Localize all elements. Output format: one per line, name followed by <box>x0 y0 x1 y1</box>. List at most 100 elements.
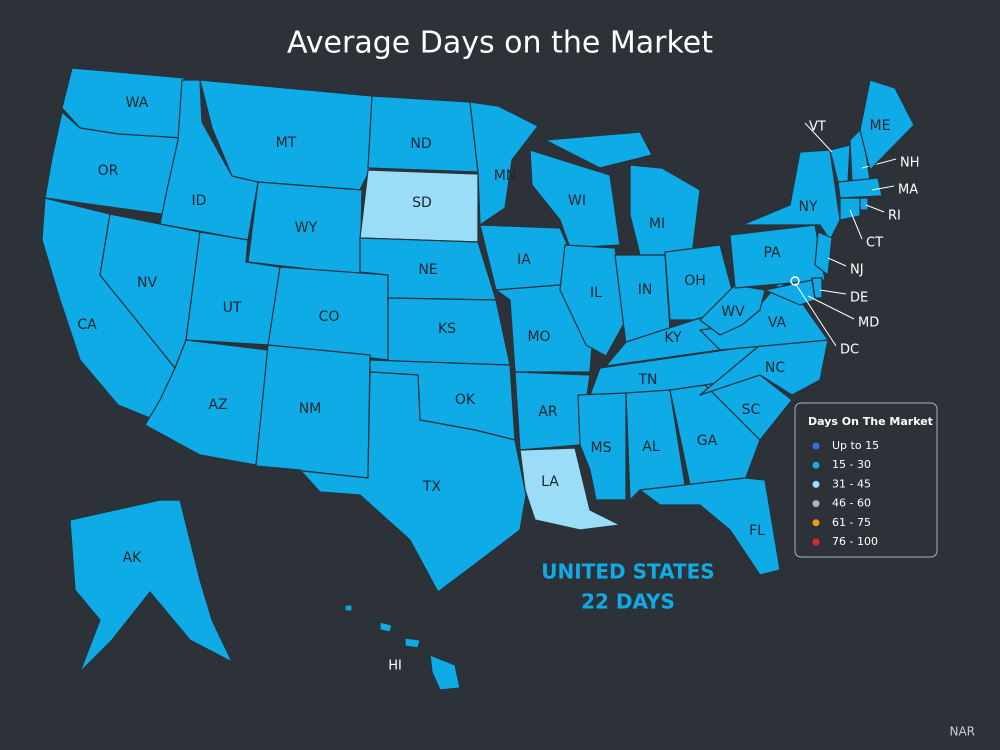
state-label: MI <box>649 216 665 232</box>
state-label: MN <box>494 168 517 184</box>
state-shape <box>859 79 915 171</box>
state-label: HI <box>388 659 402 674</box>
callout-line <box>871 185 895 191</box>
summary-days: 22 DAYS <box>581 590 675 614</box>
summary-region: UNITED STATES <box>541 560 714 584</box>
state-label: AR <box>538 404 558 420</box>
state-label: PA <box>763 245 781 261</box>
state-label: UT <box>223 300 242 316</box>
state-shape <box>669 384 761 486</box>
state-label: MS <box>591 440 612 456</box>
state-label: OK <box>455 392 476 408</box>
state-label: LA <box>541 474 559 490</box>
legend-label: 46 - 60 <box>832 497 871 510</box>
legend-label: 76 - 100 <box>832 535 878 548</box>
callout-line <box>807 295 855 320</box>
state-label: SC <box>742 402 761 418</box>
callout-line <box>804 122 833 153</box>
state-label: OR <box>98 163 119 179</box>
state-shape <box>69 499 233 673</box>
state-label: ID <box>192 193 207 209</box>
legend-marker <box>812 500 820 508</box>
legend-title: Days On The Market <box>808 415 933 428</box>
state-label: MT <box>276 135 297 151</box>
callout-line <box>865 204 885 213</box>
state-shape <box>429 654 461 691</box>
state-label: WI <box>568 193 586 209</box>
state-label: TX <box>422 479 442 495</box>
state-label: IA <box>517 252 531 268</box>
state-shape <box>839 197 861 221</box>
state-shape <box>255 371 527 593</box>
state-shape <box>379 621 393 633</box>
state-label: RI <box>888 209 901 224</box>
state-label: NY <box>798 199 817 215</box>
state-label: CT <box>866 236 883 251</box>
state-shape <box>741 149 841 241</box>
state-label: NH <box>900 156 920 171</box>
state-label: WA <box>126 95 149 111</box>
state-label: IL <box>590 285 602 301</box>
legend-label: Up to 15 <box>832 439 879 452</box>
state-label: OH <box>684 273 706 289</box>
state-label: SD <box>412 195 432 211</box>
state-label: KY <box>664 330 682 346</box>
legend-marker <box>812 519 820 527</box>
state-label: GA <box>697 433 718 449</box>
legend-label: 15 - 30 <box>832 458 871 471</box>
state-shape <box>519 447 621 531</box>
state-label: CA <box>77 317 97 333</box>
state-label: VT <box>809 120 826 135</box>
state-label: AZ <box>208 397 227 413</box>
legend-label: 61 - 75 <box>832 516 871 529</box>
state-shape <box>544 131 653 169</box>
state-label: MA <box>898 183 918 198</box>
legend-marker <box>812 442 820 450</box>
state-label: MO <box>527 329 550 345</box>
state-shape <box>159 79 259 241</box>
state-label: CO <box>319 309 340 325</box>
callout-line <box>861 158 897 169</box>
legend-marker <box>812 461 820 469</box>
state-label: WY <box>295 220 318 236</box>
state-label: NE <box>418 262 437 278</box>
state-label: WV <box>721 304 745 320</box>
callout-line <box>794 282 837 347</box>
callout-line <box>849 209 863 240</box>
state-shape <box>404 637 421 649</box>
state-label: NM <box>299 401 322 417</box>
legend-label: 31 - 45 <box>832 477 871 490</box>
state-shape <box>367 95 479 173</box>
state-label: DC <box>840 343 859 358</box>
state-label: AK <box>123 550 143 566</box>
state-shape <box>639 477 781 576</box>
title: Average Days on the Market <box>287 26 713 61</box>
state-label: IN <box>638 282 653 298</box>
state-label: NV <box>137 275 157 291</box>
legend-marker <box>812 538 820 546</box>
state-label: DE <box>850 291 868 306</box>
state-shape <box>790 276 800 286</box>
state-label: ND <box>410 136 431 152</box>
state-label: KS <box>438 321 456 337</box>
state-shape <box>859 197 869 211</box>
state-label: VA <box>768 315 787 331</box>
state-shape <box>559 244 627 357</box>
state-shape <box>837 177 883 199</box>
legend-box <box>794 402 938 558</box>
state-label: AL <box>642 439 660 455</box>
callout-line <box>827 257 847 267</box>
source: NAR <box>949 725 975 739</box>
legend-marker <box>812 480 820 488</box>
state-label: NJ <box>850 263 864 278</box>
state-shape <box>729 224 826 289</box>
state-shape <box>344 604 353 612</box>
state-label: TN <box>637 372 657 388</box>
state-label: ME <box>870 118 891 134</box>
state-shape <box>814 231 833 276</box>
state-shape <box>469 101 539 226</box>
callout-line <box>819 289 847 295</box>
state-label: MD <box>858 316 879 331</box>
state-label: NC <box>765 360 785 376</box>
